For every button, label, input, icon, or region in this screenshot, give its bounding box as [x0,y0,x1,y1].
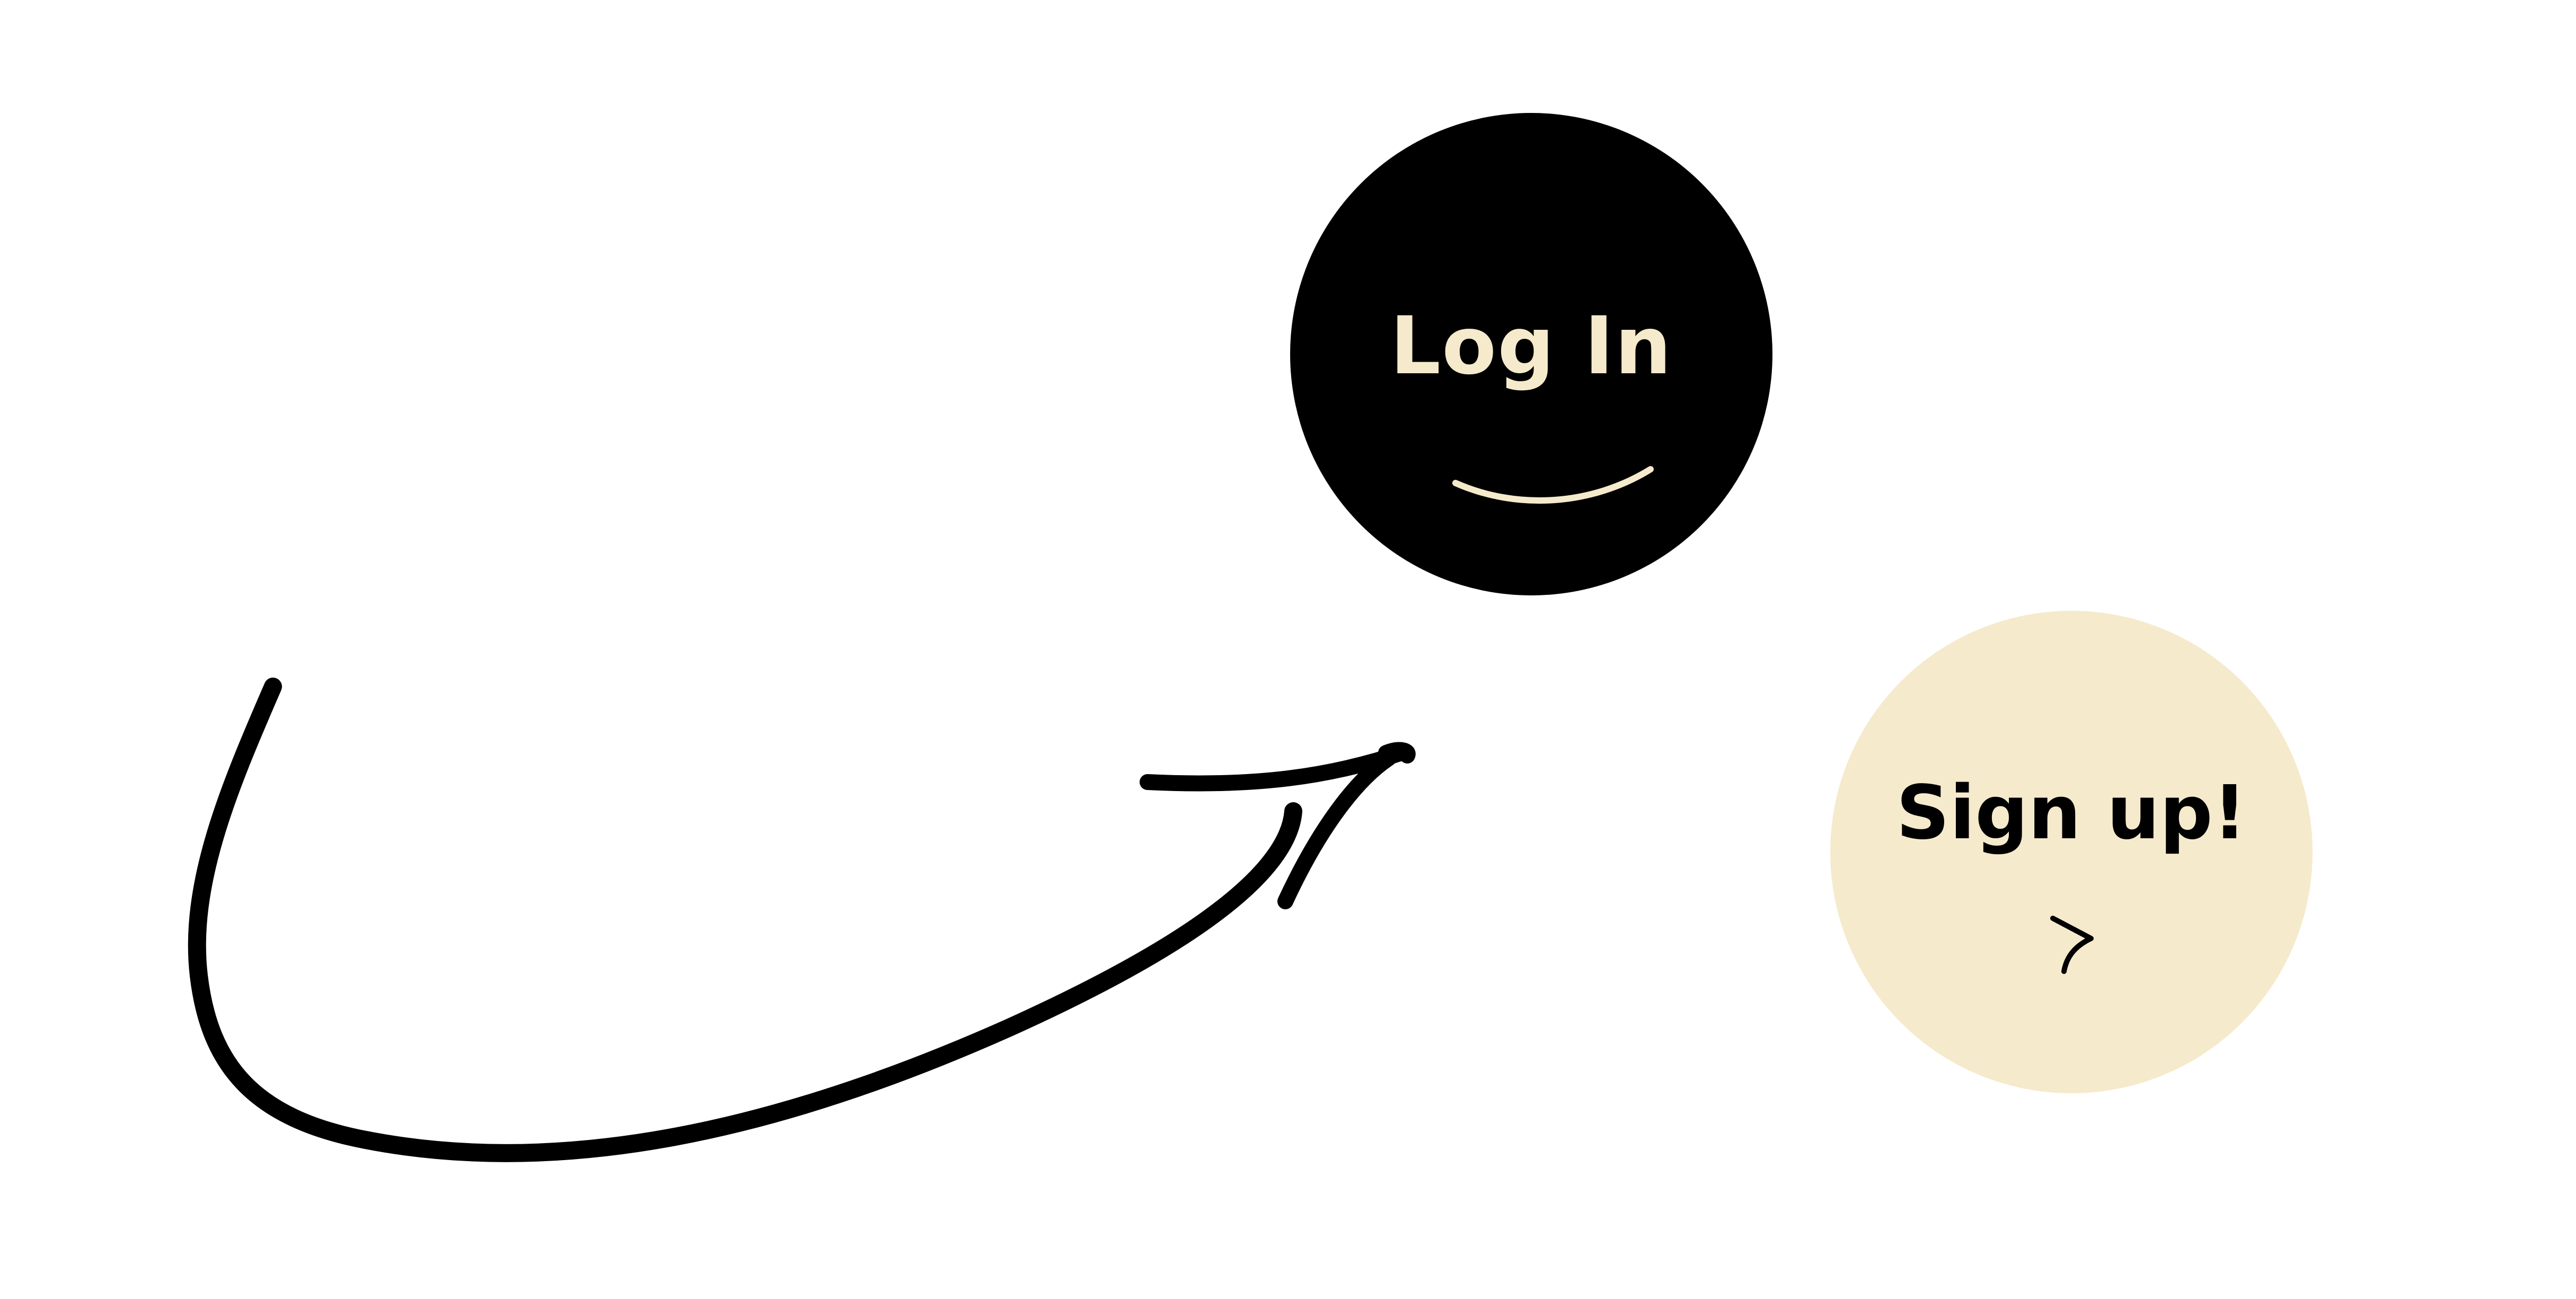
signup-label: Sign up! [1896,770,2247,856]
arrow-strokes [188,678,1416,1162]
login-label: Log In [1390,300,1673,392]
login-button[interactable]: Log In [1290,113,1772,595]
signup-button[interactable]: Sign up! [1830,611,2313,1093]
arrow-head-upper [1140,744,1413,792]
arrow-head-lower [1277,750,1397,909]
arrow-shaft [188,678,1302,1162]
arrow-head-tip [1378,742,1416,763]
